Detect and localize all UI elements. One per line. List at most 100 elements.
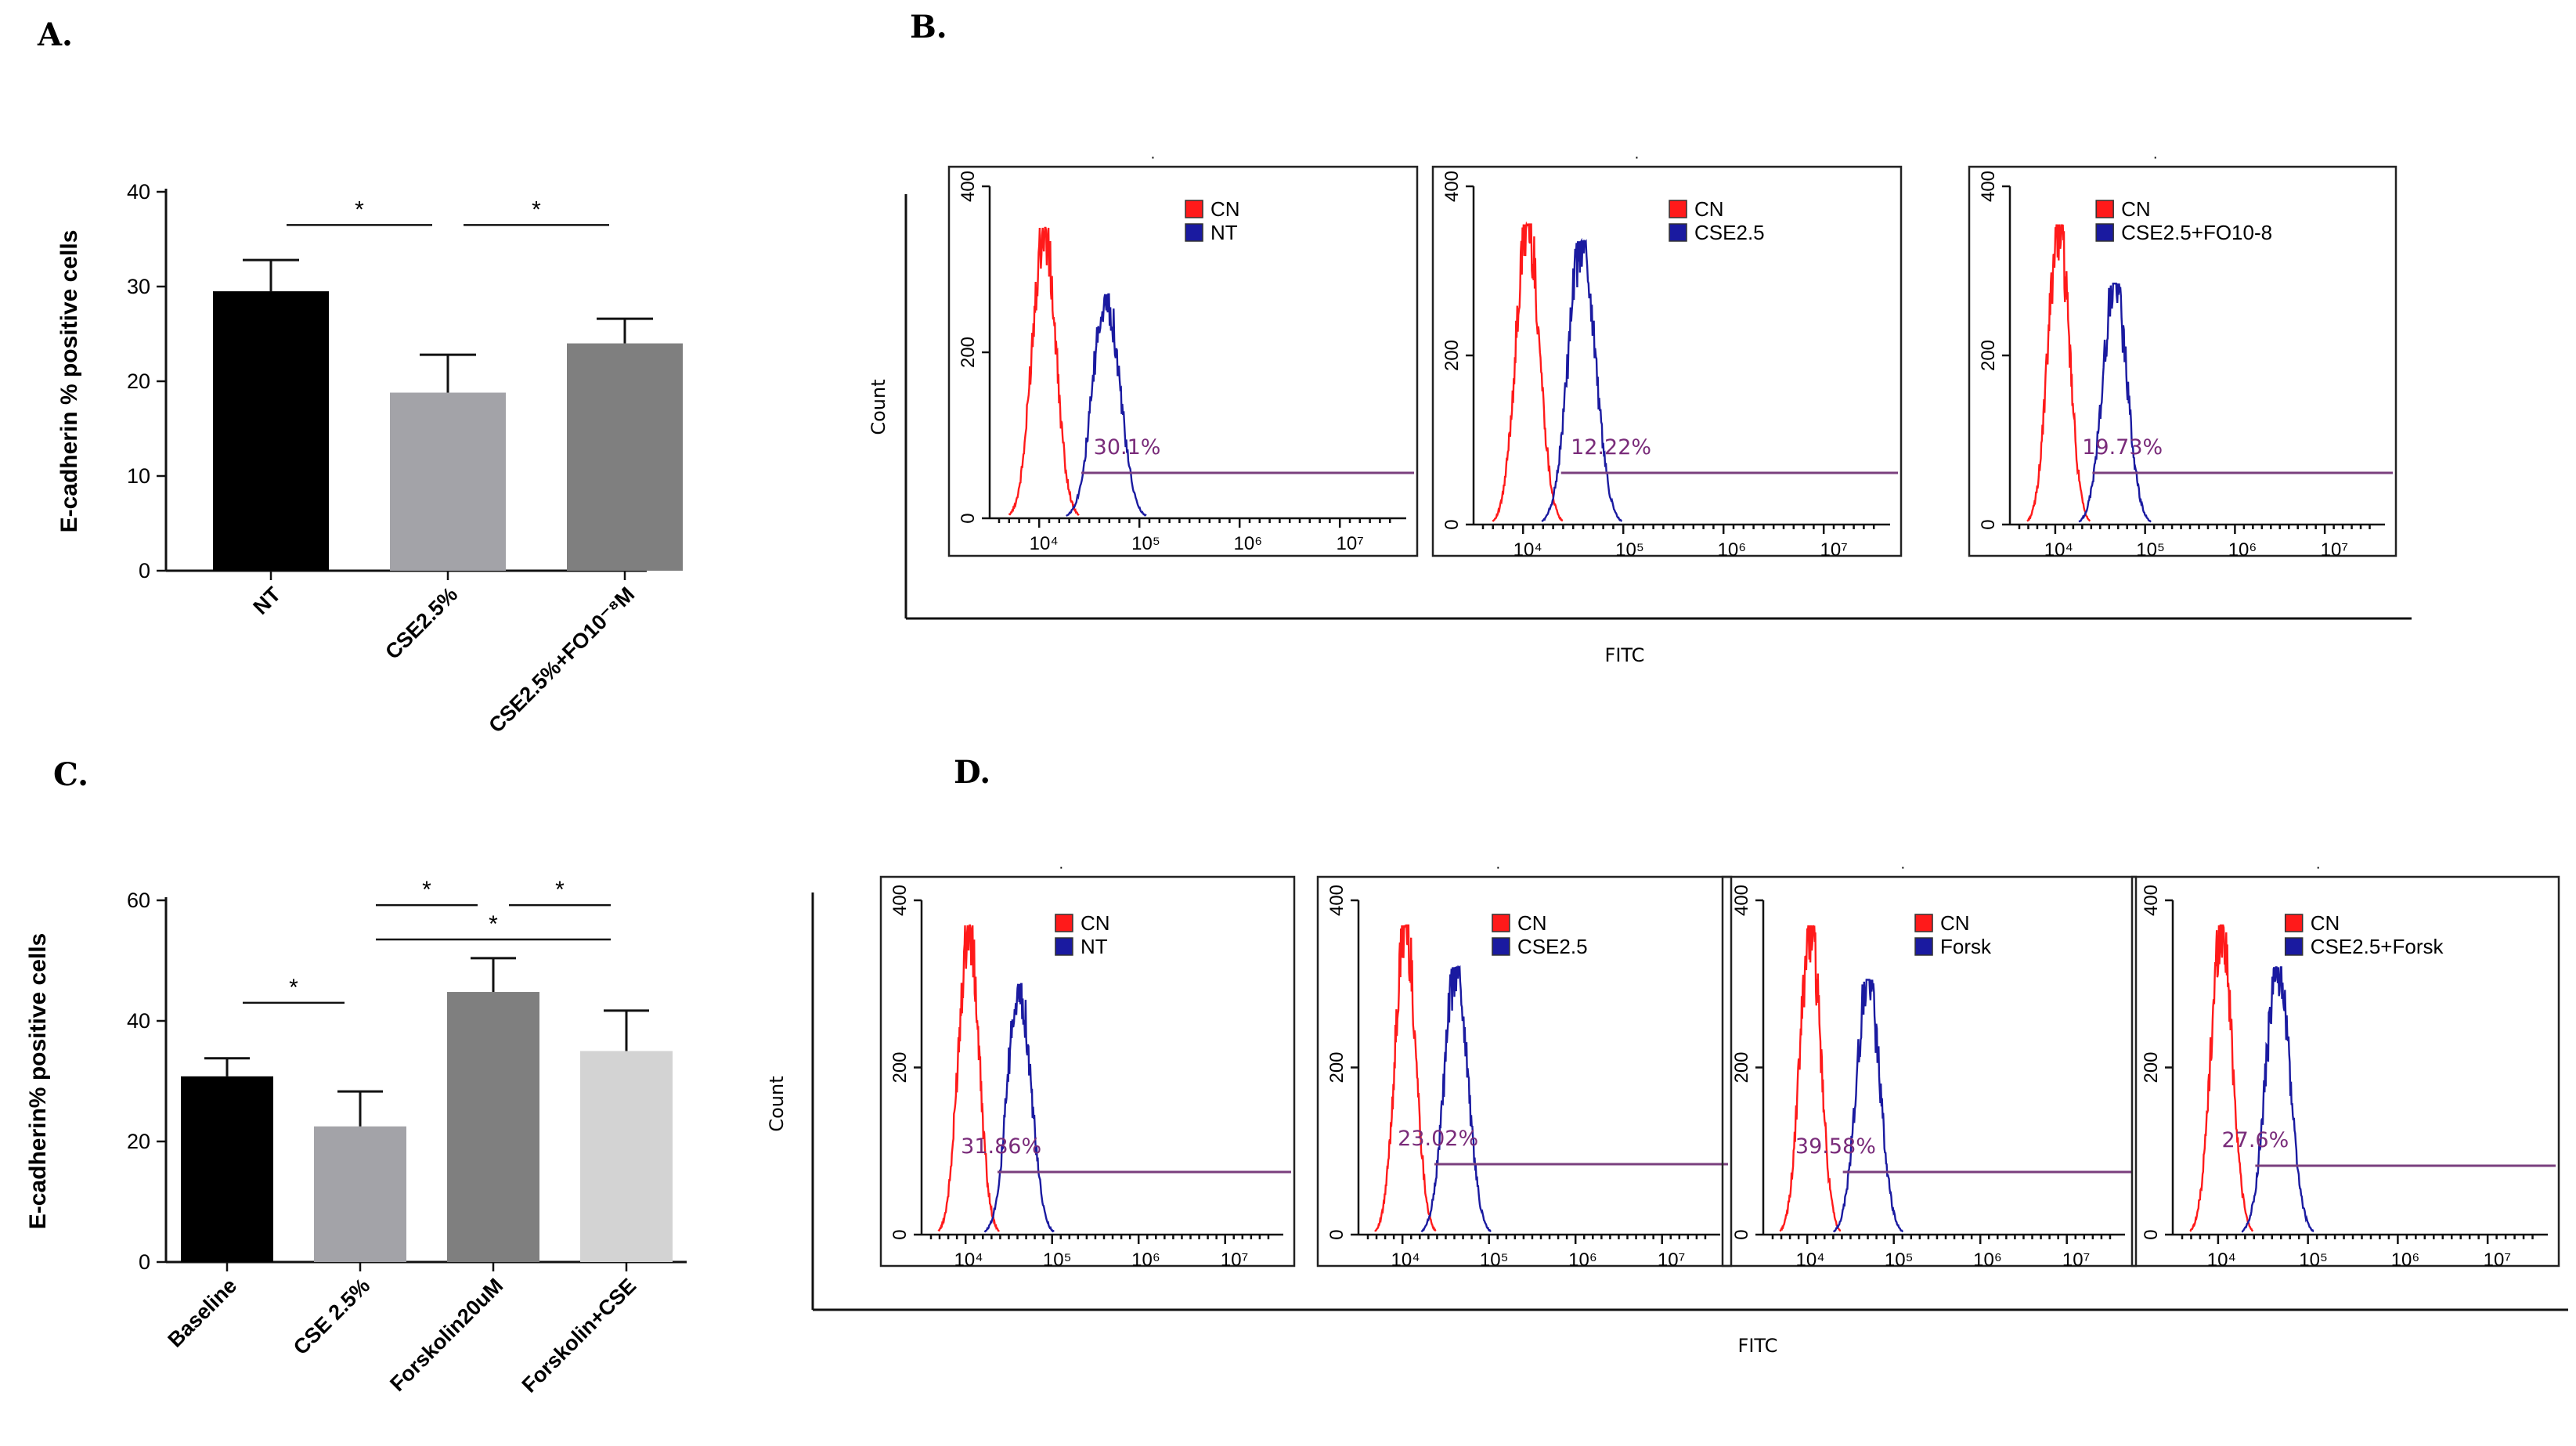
header-dot: ·: [1900, 859, 1906, 876]
hist-x-tick-label: 10⁴: [1796, 1249, 1825, 1271]
y-axis-label: E-cadherin% positive cells: [25, 933, 51, 1229]
hist-x-tick-label: 10⁵: [1043, 1249, 1072, 1271]
hist-x-tick-label: 10⁵: [1885, 1249, 1914, 1271]
hist-x-tick-label: 10⁶: [1568, 1249, 1597, 1271]
hist-y-tick-label: 200: [1731, 1051, 1752, 1083]
hist-x-tick-label: 10⁵: [1615, 539, 1644, 561]
hist-y-tick-label: 200: [889, 1051, 911, 1083]
hist-y-tick-label: 0: [1731, 1229, 1752, 1239]
y-tick-label: 0: [139, 559, 150, 582]
hist-x-tick-label: 10⁶: [1131, 1249, 1160, 1271]
panel-frame: [1968, 165, 2397, 557]
hist-x-tick-label: 10⁵: [2136, 539, 2165, 561]
hist-x-tick-label: 10⁶: [2228, 539, 2257, 561]
x-axis-label: FITC: [1738, 1335, 1778, 1357]
hist-x-tick-label: 10⁷: [1658, 1249, 1685, 1271]
legend-label-treated: NT: [1210, 221, 1238, 244]
treated-histogram-curve: [1832, 979, 1904, 1233]
significance-star: *: [532, 197, 541, 222]
panel-frame: [879, 875, 1296, 1268]
hist-y-tick-label: 400: [2141, 885, 2162, 916]
header-dot: ·: [1059, 859, 1064, 876]
hist-x-tick-label: 10⁶: [1718, 539, 1747, 561]
y-axis-label: Count: [766, 1076, 788, 1131]
category-label: CSE2.5%+FO10⁻⁸M: [484, 582, 639, 737]
cn-histogram-curve: [1008, 226, 1080, 516]
gate-percentage: 31.86%: [961, 1134, 1041, 1159]
legend-swatch-cn: [1492, 914, 1510, 932]
y-tick-label: 0: [139, 1250, 150, 1274]
significance-star: *: [422, 877, 431, 903]
gate-percentage: 27.6%: [2221, 1128, 2289, 1152]
legend-label-cn: CN: [1694, 197, 1724, 221]
hist-x-tick-label: 10⁵: [1131, 533, 1160, 554]
legend-swatch-cn: [1185, 200, 1203, 218]
hist-x-tick-label: 10⁴: [1030, 533, 1059, 554]
hist-y-tick-label: 200: [1441, 340, 1463, 371]
hist-x-tick-label: 10⁴: [1513, 539, 1542, 561]
category-label: Forskolin+CSE: [518, 1274, 641, 1397]
hist-y-tick-label: 0: [1978, 519, 1999, 529]
hist-y-tick-label: 0: [889, 1229, 911, 1239]
treated-histogram-curve: [2078, 283, 2152, 523]
category-label: NT: [249, 582, 286, 619]
panel-frame: [947, 165, 1419, 557]
category-label: Forskolin20uM: [385, 1274, 507, 1396]
treated-histogram-curve: [1541, 237, 1623, 522]
bar-chart-c: 0 20 40 60 E-cadherin% positive cells Baselin…: [25, 877, 687, 1397]
hist-x-tick-label: 10⁷: [1336, 533, 1363, 554]
hist-x-tick-label: 10⁶: [2391, 1249, 2420, 1271]
gate-percentage: 30.1%: [1094, 435, 1161, 460]
hist-y-tick-label: 400: [958, 171, 979, 202]
panel-frame: [1721, 875, 2138, 1268]
hist-y-tick-label: 200: [958, 337, 979, 368]
bar: [567, 343, 683, 571]
y-tick-label: 60: [127, 889, 150, 912]
hist-y-tick-label: 0: [2141, 1229, 2162, 1239]
header-dot: ·: [1634, 149, 1640, 166]
hist-x-tick-label: 10⁷: [1820, 539, 1847, 561]
legend-label-treated: CSE2.5+Forsk: [2311, 935, 2444, 958]
y-tick-label: 40: [127, 180, 150, 204]
hist-x-tick-label: 10⁷: [2484, 1249, 2511, 1271]
hist-y-tick-label: 400: [889, 885, 911, 916]
legend-swatch-cn: [2284, 914, 2304, 932]
hist-x-tick-label: 10⁷: [2321, 539, 2348, 561]
legend-label-treated: CSE2.5: [1694, 221, 1765, 244]
hist-y-tick-label: 0: [958, 513, 979, 523]
category-label: CSE2.5%: [381, 582, 462, 664]
gate-percentage: 12.22%: [1571, 435, 1651, 460]
hist-y-tick-label: 200: [2141, 1051, 2162, 1083]
treated-histogram-curve: [983, 983, 1055, 1233]
significance-star: *: [555, 877, 565, 903]
bar: [447, 992, 539, 1262]
panel-frame: [1316, 875, 1733, 1268]
legend-swatch-treated: [1669, 223, 1687, 242]
bar: [314, 1126, 406, 1262]
y-tick-label: 20: [127, 370, 150, 393]
hist-y-tick-label: 400: [1326, 885, 1348, 916]
header-dot: ·: [1495, 859, 1501, 876]
legend-swatch-treated: [1914, 937, 1933, 956]
hist-y-tick-label: 400: [1731, 885, 1752, 916]
legend-label-cn: CN: [1210, 197, 1240, 221]
legend-swatch-cn: [1055, 914, 1073, 932]
bar: [181, 1076, 273, 1262]
panel-label-c: C.: [53, 756, 88, 793]
legend-swatch-treated: [2095, 223, 2114, 242]
panel-label-d: D.: [954, 754, 990, 791]
cn-histogram-curve: [1374, 924, 1437, 1232]
legend-swatch-cn: [2095, 200, 2114, 218]
y-axis-label: Count: [868, 379, 889, 435]
legend-label-treated: CSE2.5: [1517, 935, 1588, 958]
legend-label-treated: Forsk: [1940, 935, 1992, 958]
cn-histogram-curve: [2189, 924, 2254, 1232]
hist-x-tick-label: 10⁴: [1391, 1249, 1420, 1271]
legend-label-cn: CN: [1940, 911, 1970, 935]
